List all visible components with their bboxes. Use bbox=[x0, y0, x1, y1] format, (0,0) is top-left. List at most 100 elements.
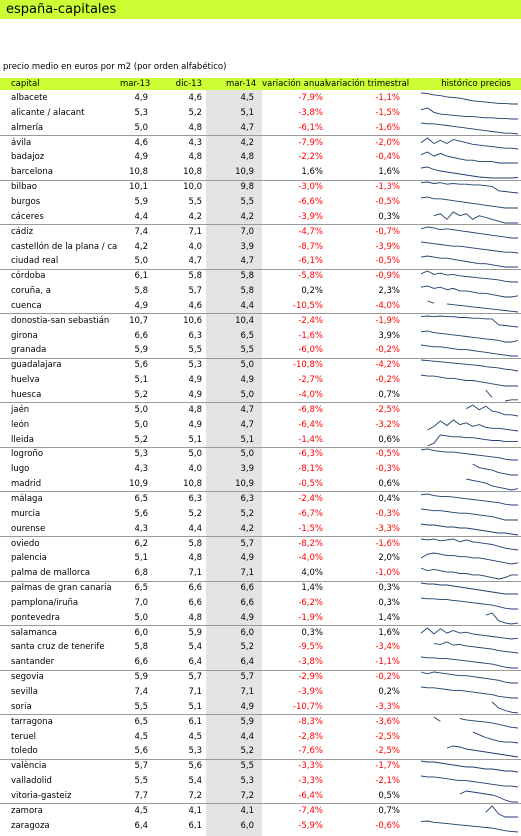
cell-mar13: 5,6 bbox=[134, 746, 148, 757]
table-row: málaga 6,5 6,3 6,3 -2,4% 0,4% bbox=[0, 492, 521, 507]
cell-mar13: 5,8 bbox=[134, 642, 148, 653]
sparkline-historico bbox=[420, 359, 519, 372]
sparkline-historico bbox=[433, 716, 519, 729]
table-row: ávila 4,6 4,3 4,2 -7,9% -2,0% bbox=[0, 136, 521, 151]
table-row: albacete 4,9 4,6 4,5 -7,9% -1,1% bbox=[0, 91, 521, 106]
sparkline-historico bbox=[420, 92, 518, 105]
cell-mar13: 5,6 bbox=[134, 360, 148, 371]
cell-capital: ávila bbox=[11, 137, 32, 148]
table-row: zamora 4,5 4,1 4,1 -7,4% 0,7% bbox=[0, 804, 521, 819]
table-row: lleida 5,2 5,1 5,1 -1,4% 0,6% bbox=[0, 433, 521, 448]
table-row: lugo 4,3 4,0 3,9 -8,1% -0,3% bbox=[0, 462, 521, 477]
highlight-column-mar14 bbox=[206, 90, 262, 836]
cell-mar13: 4,3 bbox=[134, 523, 148, 534]
sparkline-historico bbox=[459, 790, 518, 803]
cell-variacion-trimestral: -2,1% bbox=[375, 776, 400, 787]
cell-dic13: 4,8 bbox=[188, 152, 202, 163]
cell-mar13: 5,8 bbox=[134, 286, 148, 297]
cell-variacion-anual: -6,6% bbox=[298, 196, 323, 207]
cell-mar13: 5,7 bbox=[134, 761, 148, 772]
cell-capital: murcia bbox=[11, 508, 41, 519]
cell-capital: teruel bbox=[11, 731, 37, 742]
cell-variacion-trimestral: -1,6% bbox=[375, 122, 400, 133]
cell-capital: huesca bbox=[11, 390, 42, 400]
sparkline-series bbox=[420, 567, 518, 580]
cell-variacion-anual: -8,1% bbox=[298, 464, 323, 475]
sparkline-series bbox=[472, 731, 519, 743]
sparkline-series bbox=[420, 374, 518, 387]
cell-variacion-anual: 1,6% bbox=[301, 167, 323, 178]
cell-mar14: 5,9 bbox=[240, 716, 254, 727]
cell-mar14: 5,7 bbox=[240, 538, 254, 549]
cell-mar14: 5,0 bbox=[240, 360, 254, 371]
cell-variacion-anual: -6,4% bbox=[298, 419, 323, 430]
sparkline-series bbox=[420, 122, 519, 135]
table-row: sevilla 7,4 7,1 7,1 -3,9% 0,2% bbox=[0, 685, 521, 700]
cell-capital: pamplona/iruña bbox=[11, 597, 79, 608]
cell-variacion-anual: -5,8% bbox=[298, 271, 323, 282]
sparkline-historico bbox=[420, 255, 518, 268]
cell-dic13: 7,1 bbox=[188, 568, 202, 579]
cell-dic13: 4,8 bbox=[188, 122, 202, 133]
cell-variacion-anual: -3,8% bbox=[298, 657, 323, 668]
cell-mar14: 6,6 bbox=[240, 597, 254, 608]
sparkline-series bbox=[420, 107, 518, 120]
cell-dic13: 4,8 bbox=[188, 612, 202, 623]
cell-mar14: 4,7 bbox=[240, 256, 254, 267]
cell-variacion-trimestral: -3,3% bbox=[375, 523, 400, 534]
cell-variacion-anual: -6,8% bbox=[298, 404, 323, 415]
table-row: alicante / alacant 5,3 5,2 5,1 -3,8% -1,5% bbox=[0, 106, 521, 121]
cell-variacion-trimestral: 1,4% bbox=[378, 612, 400, 623]
cell-variacion-anual: -1,5% bbox=[298, 523, 323, 534]
sparkline-series bbox=[466, 478, 519, 491]
cell-mar13: 5,2 bbox=[134, 390, 148, 400]
cell-variacion-trimestral: 0,3% bbox=[378, 583, 400, 594]
table-row: almería 5,0 4,8 4,7 -6,1% -1,6% bbox=[0, 121, 521, 136]
sparkline-series bbox=[505, 399, 518, 402]
cell-mar13: 7,0 bbox=[134, 597, 148, 608]
sparkline-series bbox=[433, 641, 519, 654]
cell-dic13: 6,1 bbox=[188, 716, 202, 727]
cell-variacion-trimestral: -3,9% bbox=[375, 241, 400, 252]
cell-variacion-anual: -8,3% bbox=[298, 716, 323, 727]
sparkline-historico bbox=[485, 612, 519, 625]
sparkline-series bbox=[433, 211, 518, 224]
sparkline-series bbox=[420, 671, 518, 684]
cell-mar14: 5,2 bbox=[240, 746, 254, 757]
sparkline-historico bbox=[485, 805, 518, 818]
cell-mar13: 7,7 bbox=[134, 790, 148, 801]
table-row: huelva 5,1 4,9 4,9 -2,7% -0,2% bbox=[0, 373, 521, 388]
cell-capital: córdoba bbox=[11, 271, 46, 282]
cell-dic13: 4,9 bbox=[188, 419, 202, 430]
group-divider bbox=[0, 224, 521, 226]
table-row: palmas de gran canaria 6,5 6,6 6,6 1,4% 0,3% bbox=[0, 581, 521, 596]
sparkline-historico bbox=[420, 493, 518, 506]
cell-capital: segovia bbox=[11, 672, 44, 683]
cell-mar14: 4,7 bbox=[240, 404, 254, 415]
table-row: córdoba 6,1 5,8 5,8 -5,8% -0,9% bbox=[0, 269, 521, 284]
cell-dic13: 5,2 bbox=[188, 508, 202, 519]
cell-dic13: 10,0 bbox=[183, 182, 202, 193]
cell-mar14: 5,3 bbox=[240, 776, 254, 787]
cell-mar14: 5,5 bbox=[240, 196, 254, 207]
cell-dic13: 5,5 bbox=[188, 196, 202, 207]
cell-variacion-trimestral: 0,4% bbox=[378, 493, 400, 504]
cell-variacion-trimestral: -3,4% bbox=[375, 642, 400, 653]
sparkline-series bbox=[420, 285, 519, 298]
cell-mar14: 5,5 bbox=[240, 345, 254, 356]
table-row: zaragoza 6,4 6,1 6,0 -5,9% -0,6% bbox=[0, 819, 521, 834]
header-capital: capital bbox=[11, 79, 40, 89]
cell-variacion-anual: -2,4% bbox=[298, 493, 323, 504]
cell-mar14: 5,1 bbox=[240, 434, 254, 445]
header-mar13: mar-13 bbox=[120, 79, 151, 89]
cell-mar14: 4,2 bbox=[240, 211, 254, 222]
cell-capital: coruña, a bbox=[11, 286, 51, 297]
cell-mar14: 7,1 bbox=[240, 687, 254, 697]
cell-dic13: 5,1 bbox=[188, 434, 202, 445]
cell-variacion-trimestral: -0,7% bbox=[375, 226, 400, 237]
sparkline-series bbox=[420, 166, 519, 179]
table-row: ciudad real 5,0 4,7 4,7 -6,1% -0,5% bbox=[0, 254, 521, 269]
cell-mar13: 5,5 bbox=[134, 776, 148, 787]
cell-mar13: 5,3 bbox=[134, 107, 148, 118]
cell-capital: palencia bbox=[11, 553, 47, 564]
